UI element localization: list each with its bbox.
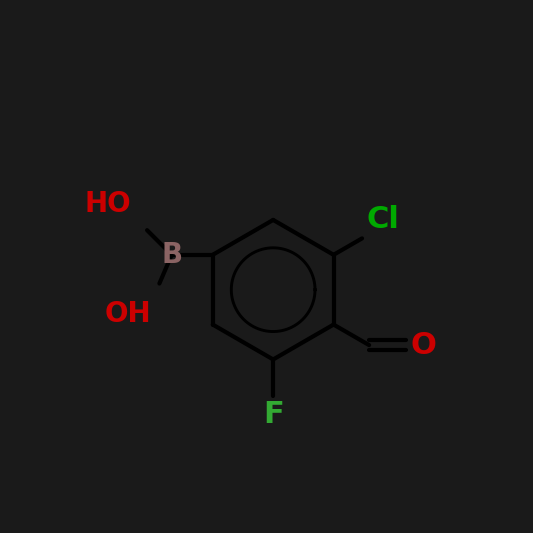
- Text: OH: OH: [104, 300, 151, 328]
- Text: Cl: Cl: [366, 205, 399, 235]
- Text: F: F: [263, 400, 284, 430]
- Text: O: O: [410, 330, 436, 360]
- Text: HO: HO: [84, 190, 131, 218]
- Text: B: B: [161, 241, 182, 269]
